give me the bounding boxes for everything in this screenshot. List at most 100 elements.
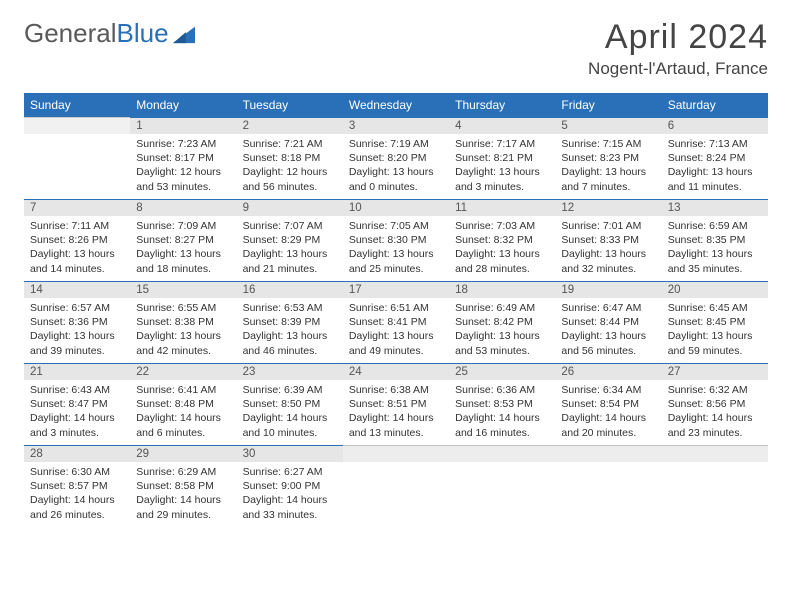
weekday-header: Monday [130,93,236,117]
sunset-line: Sunset: 8:29 PM [243,233,337,247]
day-number: 2 [237,117,343,134]
sunset-line: Sunset: 8:18 PM [243,151,337,165]
calendar-row: 14Sunrise: 6:57 AMSunset: 8:36 PMDayligh… [24,281,768,363]
sunrise-line: Sunrise: 7:01 AM [561,219,655,233]
sunrise-line: Sunrise: 7:07 AM [243,219,337,233]
daylight-line: Daylight: 14 hours and 16 minutes. [455,411,549,439]
day-details: Sunrise: 6:57 AMSunset: 8:36 PMDaylight:… [24,298,130,362]
logo-text-2: Blue [117,18,169,48]
calendar-cell: 17Sunrise: 6:51 AMSunset: 8:41 PMDayligh… [343,281,449,363]
calendar-cell: 10 Sunrise: 7:05 AMSunset: 8:30 PMDayligh… [343,199,449,281]
day-details: Sunrise: 6:47 AMSunset: 8:44 PMDaylight:… [555,298,661,362]
sunrise-line: Sunrise: 6:30 AM [30,465,124,479]
weekday-header: Thursday [449,93,555,117]
daylight-line: Daylight: 13 hours and 53 minutes. [455,329,549,357]
logo-text: GeneralBlue [24,18,169,49]
location: Nogent-l'Artaud, France [588,59,768,79]
day-number: 25 [449,363,555,380]
day-details: Sunrise: 7:09 AMSunset: 8:27 PMDaylight:… [130,216,236,280]
sunset-line: Sunset: 8:38 PM [136,315,230,329]
sunrise-line: Sunrise: 6:55 AM [136,301,230,315]
logo-text-1: General [24,18,117,48]
day-details: Sunrise: 7:11 AMSunset: 8:26 PMDaylight:… [24,216,130,280]
sunset-line: Sunset: 8:56 PM [668,397,762,411]
weekday-header: Tuesday [237,93,343,117]
day-number: 11 [449,199,555,216]
day-number: 7 [24,199,130,216]
calendar-cell: 21Sunrise: 6:43 AMSunset: 8:47 PMDayligh… [24,363,130,445]
day-details: Sunrise: 6:32 AMSunset: 8:56 PMDaylight:… [662,380,768,444]
calendar-cell-empty [24,117,130,199]
calendar-cell: 30Sunrise: 6:27 AMSunset: 9:00 PMDayligh… [237,445,343,527]
sunset-line: Sunset: 9:00 PM [243,479,337,493]
daylight-line: Daylight: 13 hours and 3 minutes. [455,165,549,193]
daylight-line: Daylight: 13 hours and 0 minutes. [349,165,443,193]
day-details: Sunrise: 6:41 AMSunset: 8:48 PMDaylight:… [130,380,236,444]
day-number: 4 [449,117,555,134]
daylight-line: Daylight: 14 hours and 13 minutes. [349,411,443,439]
day-details: Sunrise: 6:30 AMSunset: 8:57 PMDaylight:… [24,462,130,526]
sunrise-line: Sunrise: 6:43 AM [30,383,124,397]
calendar-cell: 16Sunrise: 6:53 AMSunset: 8:39 PMDayligh… [237,281,343,363]
day-number: 16 [237,281,343,298]
calendar-cell: 28Sunrise: 6:30 AMSunset: 8:57 PMDayligh… [24,445,130,527]
day-number [343,445,449,462]
sunset-line: Sunset: 8:36 PM [30,315,124,329]
sunset-line: Sunset: 8:24 PM [668,151,762,165]
day-details: Sunrise: 6:27 AMSunset: 9:00 PMDaylight:… [237,462,343,526]
day-number: 28 [24,445,130,462]
sunrise-line: Sunrise: 6:51 AM [349,301,443,315]
daylight-line: Daylight: 13 hours and 28 minutes. [455,247,549,275]
sunrise-line: Sunrise: 6:27 AM [243,465,337,479]
sunset-line: Sunset: 8:44 PM [561,315,655,329]
logo: GeneralBlue [24,18,195,49]
calendar-cell: 23Sunrise: 6:39 AMSunset: 8:50 PMDayligh… [237,363,343,445]
sunset-line: Sunset: 8:53 PM [455,397,549,411]
calendar-cell: 1Sunrise: 7:23 AMSunset: 8:17 PMDaylight… [130,117,236,199]
sunrise-line: Sunrise: 6:41 AM [136,383,230,397]
day-details: Sunrise: 6:34 AMSunset: 8:54 PMDaylight:… [555,380,661,444]
day-number [24,117,130,134]
daylight-line: Daylight: 13 hours and 25 minutes. [349,247,443,275]
sunset-line: Sunset: 8:39 PM [243,315,337,329]
sunrise-line: Sunrise: 7:05 AM [349,219,443,233]
calendar-cell: 20Sunrise: 6:45 AMSunset: 8:45 PMDayligh… [662,281,768,363]
day-details: Sunrise: 6:43 AMSunset: 8:47 PMDaylight:… [24,380,130,444]
sunset-line: Sunset: 8:27 PM [136,233,230,247]
logo-triangle-icon [173,24,195,44]
daylight-line: Daylight: 13 hours and 18 minutes. [136,247,230,275]
weekday-header-row: SundayMondayTuesdayWednesdayThursdayFrid… [24,93,768,117]
calendar-cell-empty [555,445,661,527]
sunset-line: Sunset: 8:45 PM [668,315,762,329]
day-number [662,445,768,462]
daylight-line: Daylight: 13 hours and 32 minutes. [561,247,655,275]
weekday-header: Friday [555,93,661,117]
day-details: Sunrise: 7:17 AMSunset: 8:21 PMDaylight:… [449,134,555,198]
sunrise-line: Sunrise: 7:17 AM [455,137,549,151]
sunrise-line: Sunrise: 7:15 AM [561,137,655,151]
sunset-line: Sunset: 8:48 PM [136,397,230,411]
sunrise-line: Sunrise: 7:23 AM [136,137,230,151]
daylight-line: Daylight: 12 hours and 53 minutes. [136,165,230,193]
day-details: Sunrise: 6:29 AMSunset: 8:58 PMDaylight:… [130,462,236,526]
sunrise-line: Sunrise: 6:34 AM [561,383,655,397]
calendar-cell: 24Sunrise: 6:38 AMSunset: 8:51 PMDayligh… [343,363,449,445]
daylight-line: Daylight: 14 hours and 10 minutes. [243,411,337,439]
day-number: 29 [130,445,236,462]
calendar-cell: 4Sunrise: 7:17 AMSunset: 8:21 PMDaylight… [449,117,555,199]
sunset-line: Sunset: 8:41 PM [349,315,443,329]
calendar-cell-empty [343,445,449,527]
sunset-line: Sunset: 8:17 PM [136,151,230,165]
day-details: Sunrise: 6:51 AMSunset: 8:41 PMDaylight:… [343,298,449,362]
calendar-cell-empty [449,445,555,527]
calendar-cell: 8Sunrise: 7:09 AMSunset: 8:27 PMDaylight… [130,199,236,281]
calendar-cell: 14Sunrise: 6:57 AMSunset: 8:36 PMDayligh… [24,281,130,363]
day-number: 21 [24,363,130,380]
calendar-row: 7Sunrise: 7:11 AMSunset: 8:26 PMDaylight… [24,199,768,281]
calendar-cell: 18Sunrise: 6:49 AMSunset: 8:42 PMDayligh… [449,281,555,363]
day-number: 10 [343,199,449,216]
calendar-cell: 15Sunrise: 6:55 AMSunset: 8:38 PMDayligh… [130,281,236,363]
daylight-line: Daylight: 14 hours and 26 minutes. [30,493,124,521]
sunset-line: Sunset: 8:30 PM [349,233,443,247]
day-details: Sunrise: 7:13 AMSunset: 8:24 PMDaylight:… [662,134,768,198]
